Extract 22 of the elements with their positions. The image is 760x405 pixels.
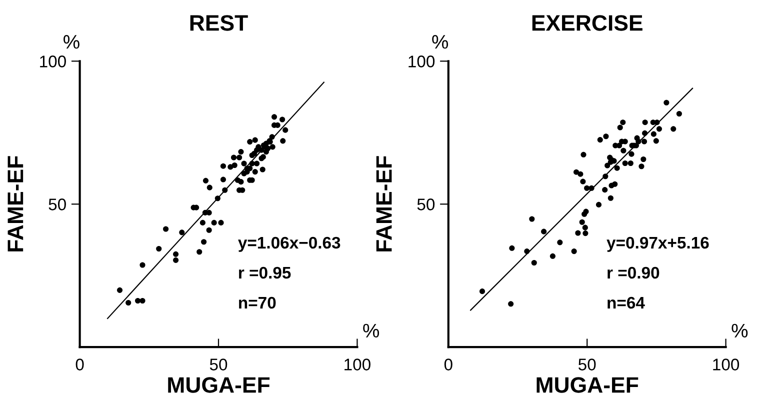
annotation: r =0.90 [608,266,660,279]
annotation: y=1.06x−0.63 [238,236,340,252]
annotation: y=0.97x+5.16 [606,236,709,252]
x-tick-label: 50 [578,358,596,370]
x-tick-label: 0 [76,358,84,370]
y-axis-title: FAME-EF [8,156,24,252]
text: % [64,35,80,49]
annotation: n=64 [608,296,645,309]
x-tick-label: 50 [210,358,228,370]
chart-title: EXERCISE [532,15,642,31]
y-axis-title: FAME-EF [376,156,392,252]
x-axis-title: MUGA-EF [536,377,638,393]
text: % [363,324,380,338]
text: % [432,35,448,49]
annotation: r =0.95 [239,266,291,279]
annotation: n=70 [239,296,276,309]
x-tick-label: 100 [713,358,740,370]
chart-title: REST [190,15,248,31]
x-axis-title: MUGA-EF [168,377,270,393]
text: % [732,324,748,338]
x-tick-label: 0 [444,358,452,370]
x-tick-label: 100 [344,358,370,370]
